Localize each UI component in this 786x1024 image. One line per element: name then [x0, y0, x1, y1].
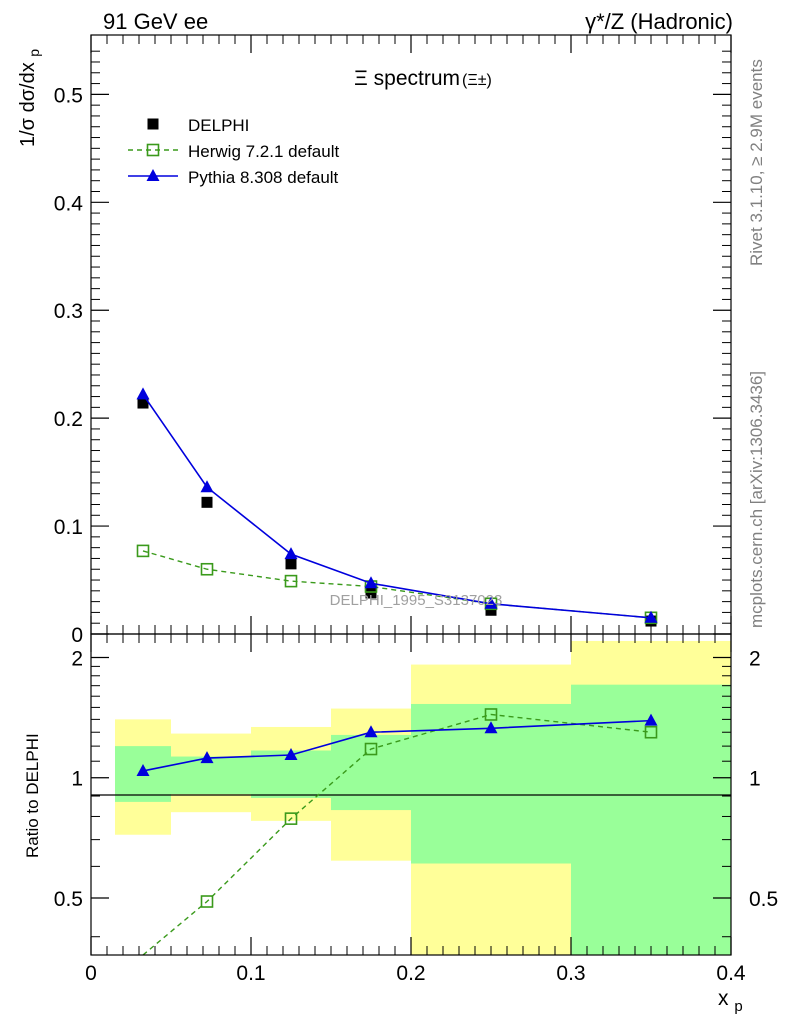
ratio-point-series-1: [364, 725, 378, 738]
ratio-point-series-0: [200, 895, 214, 908]
main-plot: Ξ spectrum (Ξ±) DELPHI_1995_S3137023 DEL…: [54, 34, 732, 647]
ratio-point-series-1: [484, 721, 498, 734]
ratio-point-series-0: [284, 812, 298, 825]
main-title-sup: (Ξ±): [462, 72, 492, 89]
main-point-series-2: [136, 387, 150, 400]
ratio-point-series-0: [484, 708, 498, 721]
main-point-series-0: [485, 604, 497, 616]
legend: DELPHI Herwig 7.2.1 default Pythia 8.308 d…: [128, 116, 339, 187]
ratio-xtick-label: 0: [85, 962, 97, 985]
ratio-ytick-label-right: 1: [749, 768, 761, 791]
ratio-frame: [90, 633, 732, 956]
main-point-series-2: [284, 547, 298, 560]
main-ytick-label: 0.2: [54, 408, 83, 431]
main-ytick-label: 0.1: [54, 516, 83, 539]
main-point-series-0: [137, 397, 149, 409]
ratio-point-series-0: [364, 742, 378, 756]
main-ylabel: 1/σ dσ/dx p: [17, 49, 42, 147]
ratio-point-series-1: [284, 748, 298, 761]
main-point-series-2: [484, 596, 498, 609]
legend-label: Pythia 8.308 default: [188, 168, 339, 187]
ratio-ytick-label-right: 0.5: [749, 888, 778, 911]
ratio-ytick-label: 2: [71, 647, 83, 670]
rivet-note: Rivet 3.1.10, ≥ 2.9M events: [747, 59, 766, 266]
main-title: Ξ spectrum: [354, 67, 460, 90]
main-point-series-0: [365, 587, 377, 599]
main-point-series-0: [285, 558, 297, 570]
header-left: 91 GeV ee: [103, 9, 208, 34]
main-point-series-1: [200, 562, 214, 576]
ratio-xtick-label: 0.4: [716, 962, 746, 985]
main-ytick-label: 0.5: [54, 84, 83, 107]
legend-label: Herwig 7.2.1 default: [188, 142, 339, 161]
ratio-ylabel: Ratio to DELPHI: [23, 733, 42, 858]
main-point-series-0: [201, 496, 213, 508]
main-ytick-label: 0: [71, 624, 83, 647]
ratio-point-series-1: [136, 763, 150, 776]
ratio-xlabel-subscript: p: [734, 998, 742, 1015]
ratio-series-line-0: [142, 713, 652, 956]
ratio-series-line-1: [142, 719, 652, 772]
main-ytick-label: 0.3: [54, 300, 83, 323]
main-point-series-1: [136, 544, 150, 558]
ratio-band-green-5: [571, 684, 731, 955]
main-point-series-2: [200, 480, 214, 493]
main-ytick-label: 0.4: [54, 192, 84, 215]
mcplots-note: mcplots.cern.ch [arXiv:1306.3436]: [747, 371, 766, 628]
ratio-point-series-1: [644, 713, 658, 726]
main-ylabel-subscript: p: [26, 49, 42, 57]
legend-marker-1: [146, 143, 160, 157]
main-point-series-2: [364, 576, 378, 589]
ratio-xtick-label: 0.1: [236, 962, 265, 985]
ratio-point-series-0: [644, 725, 658, 739]
main-point-series-1: [284, 574, 298, 588]
ratio-xtick-label: 0.2: [396, 962, 425, 985]
ratio-ytick-label: 1: [71, 768, 83, 791]
main-frame: [90, 34, 732, 635]
header-right: γ*/Z (Hadronic): [585, 9, 733, 34]
ratio-plot: 0.5 0.5 1 1 2 2 0 0.1 0.2 0.3 0.4: [54, 633, 778, 985]
analysis-watermark: DELPHI_1995_S3137023: [330, 592, 503, 609]
ratio-point-series-1: [200, 751, 214, 764]
ratio-xlabel-text: x: [718, 987, 729, 1010]
legend-label: DELPHI: [188, 116, 249, 135]
main-point-series-2: [644, 610, 658, 623]
legend-marker-0: [147, 118, 159, 130]
ratio-xtick-label: 0.3: [556, 962, 585, 985]
ratio-ytick-label: 0.5: [54, 888, 83, 911]
main-ylabel-text: 1/σ dσ/dx: [17, 62, 39, 147]
ratio-ytick-label-right: 2: [749, 647, 761, 670]
main-series-line-2: [142, 393, 652, 619]
ratio-xlabel: x p: [718, 987, 743, 1015]
legend-marker-2: [146, 169, 160, 181]
